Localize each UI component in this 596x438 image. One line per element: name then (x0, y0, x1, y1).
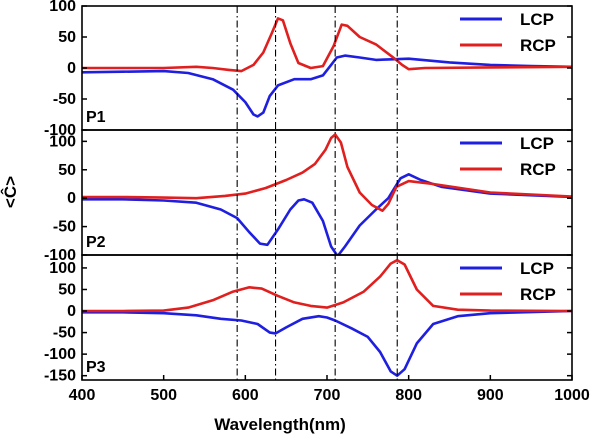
x-tick-label: 400 (69, 387, 96, 404)
series-line-rcp-p3 (82, 258, 572, 313)
y-tick-label: -150 (44, 368, 76, 385)
series-line-rcp-p2 (82, 133, 572, 212)
x-axis: 400 500 600 700 800 900 1000 (69, 375, 590, 404)
y-tick-label: -50 (53, 325, 76, 342)
y-tick-label: -100 (44, 247, 76, 264)
legend-item-rcp: RCP (460, 160, 556, 179)
panel-label: P1 (86, 109, 106, 126)
y-tick-label: -50 (53, 219, 76, 236)
x-tick-label: 700 (314, 387, 341, 404)
y-tick-label: 50 (58, 162, 76, 179)
legend-item-rcp: RCP (460, 285, 556, 304)
x-tick-label: 900 (477, 387, 504, 404)
x-axis-title: Wavelength(nm) (214, 415, 346, 434)
vertical-reference-lines (236, 6, 398, 380)
legend-label: RCP (520, 285, 556, 304)
legend-item-lcp: LCP (460, 134, 554, 153)
series-line-rcp-p1 (82, 17, 572, 73)
y-tick-label: 0 (67, 190, 76, 207)
x-tick-label: 600 (232, 387, 259, 404)
legend-label: LCP (520, 10, 554, 29)
x-tick-label: 1000 (554, 387, 590, 404)
x-tick-label: 500 (150, 387, 177, 404)
panel-p1: 100 50 0 -50 -100 P1 LCP RCP (44, 0, 572, 139)
panel-p3: 100 50 0 -50 -100 -150 P3 LCP RCP (44, 258, 572, 385)
panel-p2: 100 50 0 -50 -100 P2 LCP RCP (44, 133, 572, 264)
y-tick-label: 100 (49, 0, 76, 15)
series-line-lcp-p2 (82, 173, 572, 255)
panel-label: P2 (86, 234, 106, 251)
panels-layer: 100 50 0 -50 -100 P1 LCP RCP 100 50 0 -50 -100 P2 LCP R… (44, 0, 572, 385)
y-axis-title: <Ĉ> (1, 176, 20, 208)
y-tick-label: 100 (49, 133, 76, 150)
y-tick-label: 0 (67, 60, 76, 77)
legend-label: RCP (520, 36, 556, 55)
legend-item-rcp: RCP (460, 36, 556, 55)
y-tick-label: -100 (44, 346, 76, 363)
legend-label: LCP (520, 259, 554, 278)
x-tick-label: 800 (395, 387, 422, 404)
legend-item-lcp: LCP (460, 10, 554, 29)
y-tick-label: 50 (58, 281, 76, 298)
y-tick-label: 100 (49, 260, 76, 277)
y-tick-label: 50 (58, 29, 76, 46)
legend-label: RCP (520, 160, 556, 179)
legend-label: LCP (520, 134, 554, 153)
series-line-lcp-p3 (82, 309, 572, 377)
legend-item-lcp: LCP (460, 259, 554, 278)
y-tick-label: 0 (67, 303, 76, 320)
y-tick-label: -50 (53, 91, 76, 108)
series-line-lcp-p1 (82, 54, 572, 118)
panel-label: P3 (86, 359, 106, 376)
y-tick-label: -100 (44, 122, 76, 139)
